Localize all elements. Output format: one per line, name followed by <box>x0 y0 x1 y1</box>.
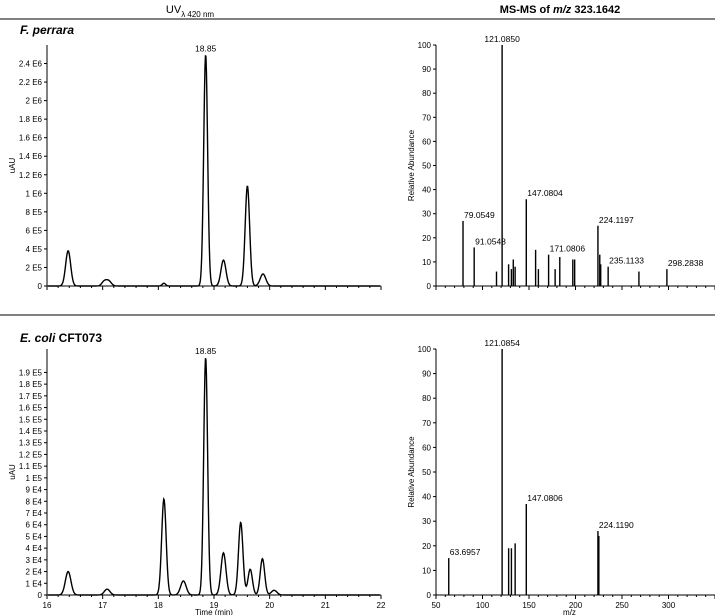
peak-label: 18.85 <box>195 43 217 53</box>
y-axis-label: uAU <box>8 464 17 480</box>
peak-label: 79.0549 <box>464 210 495 220</box>
x-tick-label: 50 <box>432 601 441 610</box>
y-tick-label: 6 E5 <box>26 226 43 235</box>
peak-label: 91.0548 <box>475 236 506 246</box>
x-tick-label: 16 <box>43 601 52 610</box>
uv-chromatogram-bottom: 0 1 E4 2 E4 3 E4 4 E4 5 E4 6 E4 7 E4 8 E4 9 E4 1 E… <box>8 346 386 615</box>
peak-label: 63.6957 <box>450 547 481 557</box>
x-tick-label: 17 <box>98 601 107 610</box>
peak-label: 235.1133 <box>609 256 644 266</box>
ms-spectrum-bottom: 0 10 20 30 40 50 60 70 80 90 100 50 100 150 200 250 300 R… <box>407 338 715 615</box>
y-tick-label: 20 <box>422 542 431 551</box>
y-tick-label: 70 <box>422 419 431 428</box>
y-tick-label: 4 E5 <box>26 245 43 254</box>
y-tick-label: 0 <box>427 591 432 600</box>
x-tick-label: 150 <box>522 601 536 610</box>
x-tick-label: 18 <box>154 601 163 610</box>
chromatogram-trace <box>48 358 380 596</box>
y-tick-label: 10 <box>422 258 431 267</box>
organism-label-bottom: E. coli CFT073 <box>20 331 102 345</box>
y-tick-label: 2.4 E6 <box>19 60 43 69</box>
y-axis-label: Relative Abundance <box>407 436 416 508</box>
x-tick-label: 250 <box>615 601 629 610</box>
y-tick-label: 80 <box>422 89 431 98</box>
y-tick-label: 4 E4 <box>26 544 43 553</box>
y-tick-label: 50 <box>422 468 431 477</box>
y-tick-label: 2 E4 <box>26 568 43 577</box>
y-axis-label: uAU <box>8 157 17 173</box>
ms-header: MS-MS of m/z 323.1642 <box>500 4 620 16</box>
peak-label: 121.0854 <box>484 338 520 348</box>
y-tick-label: 1.4 E5 <box>19 427 43 436</box>
x-axis-label: Time (min) <box>195 608 233 615</box>
uv-header: UVλ 420 nm <box>166 4 215 19</box>
y-tick-label: 90 <box>422 370 431 379</box>
y-tick-label: 100 <box>418 345 432 354</box>
x-tick-label: 21 <box>321 601 330 610</box>
peak-label: 224.1190 <box>599 520 634 530</box>
y-tick-label: 1.2 E5 <box>19 450 43 459</box>
y-tick-label: 30 <box>422 210 431 219</box>
peak-label: 224.1197 <box>599 215 634 225</box>
y-tick-label: 0 <box>38 282 43 291</box>
y-tick-label: 1 E4 <box>26 579 43 588</box>
y-tick-label: 1.6 E6 <box>19 134 43 143</box>
x-tick-label: 22 <box>377 601 386 610</box>
y-tick-label: 40 <box>422 186 431 195</box>
x-axis-label: m/z <box>563 608 576 615</box>
x-tick-label: 200 <box>569 601 583 610</box>
uv-chromatogram-top: 0 2 E5 4 E5 6 E5 8 E5 1 E6 1.2 E6 1.4 E6 1.6 E6 1… <box>8 43 382 291</box>
y-tick-label: 60 <box>422 443 431 452</box>
y-tick-label: 1.1 E5 <box>19 462 43 471</box>
y-tick-label: 1.2 E6 <box>19 171 43 180</box>
y-tick-label: 7 E4 <box>26 509 43 518</box>
y-tick-label: 40 <box>422 493 431 502</box>
y-tick-label: 90 <box>422 65 431 74</box>
y-tick-label: 1.3 E5 <box>19 439 43 448</box>
organism-label-top: F. perrara <box>20 23 74 37</box>
y-tick-label: 1 E6 <box>26 189 43 198</box>
y-tick-label: 1.7 E5 <box>19 392 43 401</box>
peak-label: 18.85 <box>195 346 217 356</box>
x-tick-label: 300 <box>662 601 676 610</box>
y-tick-label: 1.8 E5 <box>19 380 43 389</box>
y-tick-label: 1.8 E6 <box>19 115 43 124</box>
y-tick-label: 8 E5 <box>26 208 43 217</box>
y-tick-label: 20 <box>422 234 431 243</box>
y-tick-label: 1.5 E5 <box>19 415 43 424</box>
y-tick-label: 2 E5 <box>26 263 43 272</box>
y-tick-label: 60 <box>422 137 431 146</box>
y-tick-label: 9 E4 <box>26 486 43 495</box>
chromatogram-trace <box>48 55 380 287</box>
x-tick-label: 19 <box>210 601 219 610</box>
peak-label: 171.0806 <box>550 244 586 254</box>
y-tick-label: 1.6 E5 <box>19 404 43 413</box>
y-tick-label: 30 <box>422 517 431 526</box>
y-tick-label: 80 <box>422 394 431 403</box>
y-tick-label: 100 <box>418 41 432 50</box>
x-tick-label: 20 <box>265 601 274 610</box>
y-tick-label: 70 <box>422 113 431 122</box>
peak-label: 298.2838 <box>668 258 704 268</box>
y-tick-label: 1.4 E6 <box>19 152 43 161</box>
y-tick-label: 1.9 E5 <box>19 368 43 377</box>
peak-label: 147.0804 <box>527 188 563 198</box>
peak-label: 121.0850 <box>484 34 520 44</box>
y-tick-label: 10 <box>422 566 431 575</box>
y-tick-label: 6 E4 <box>26 521 43 530</box>
peak-label: 147.0806 <box>527 493 563 503</box>
y-tick-label: 8 E4 <box>26 497 43 506</box>
y-tick-label: 3 E4 <box>26 556 43 565</box>
y-tick-label: 0 <box>38 591 43 600</box>
y-axis-label: Relative Abundance <box>407 129 416 201</box>
y-tick-label: 0 <box>427 282 432 291</box>
x-tick-label: 100 <box>476 601 490 610</box>
y-tick-label: 50 <box>422 162 431 171</box>
y-tick-label: 5 E4 <box>26 532 43 541</box>
y-tick-label: 1 E5 <box>26 474 43 483</box>
ms-spectrum-top: 0 10 20 30 40 50 60 70 80 90 100 Relative Abundance… <box>407 34 715 291</box>
y-tick-label: 2 E6 <box>26 97 43 106</box>
y-tick-label: 2.2 E6 <box>19 78 43 87</box>
